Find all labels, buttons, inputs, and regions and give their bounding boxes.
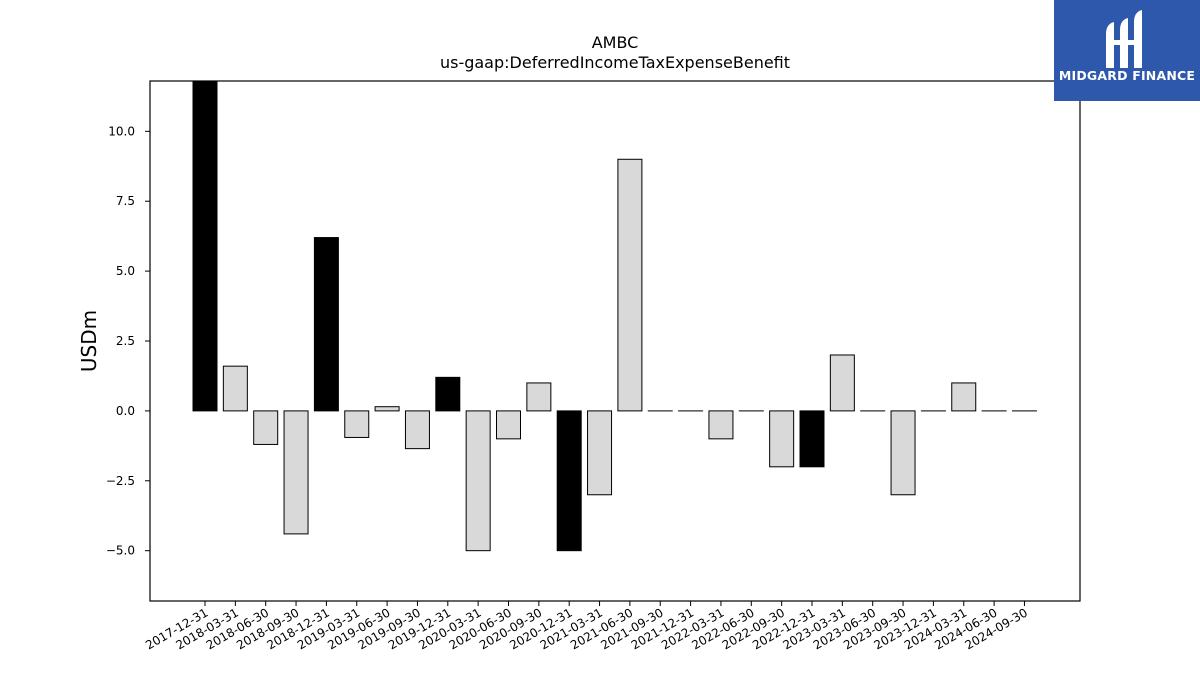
bar-2020-12-31 [556,410,582,552]
bar-2018-06-30 [253,410,279,445]
bar-2024-03-31 [951,382,977,412]
bar-2020-06-30 [496,410,521,440]
bar-2019-12-31 [435,376,461,412]
y-tick-label: 5.0 [116,264,135,278]
chart-subtitle: us-gaap:DeferredIncomeTaxExpenseBenefit [440,53,790,72]
bar-2018-12-31 [313,237,339,412]
bar-2018-03-31 [222,365,248,412]
y-tick-label: −2.5 [106,474,135,488]
bar-2023-03-31 [829,354,855,412]
bar-2020-03-31 [465,410,491,552]
plot-frame [149,80,1081,602]
bar-2022-03-31 [708,410,734,440]
y-tick-label: 0.0 [116,404,135,418]
bar-2022-12-31 [799,410,825,468]
bars-group [192,80,1037,552]
chart-title: AMBC [592,33,639,52]
bar-2019-06-30 [374,406,400,412]
bar-2023-09-30 [890,410,916,496]
bar-2020-09-30 [526,382,552,412]
bar-2022-09-30 [769,410,795,468]
bar-2021-03-31 [587,410,613,496]
logo-text: MIDGARD FINANCE [1058,68,1196,83]
y-tick-label: −5.0 [106,544,135,558]
y-axis-label: USDm [77,310,101,372]
bar-2018-09-30 [283,410,309,535]
bar-2019-03-31 [344,410,370,438]
logo-mark-icon [1106,10,1142,68]
y-tick-label: 7.5 [116,194,135,208]
y-tick-label: 2.5 [116,334,135,348]
bar-2019-09-30 [404,410,430,450]
y-tick-label: 10.0 [108,124,135,138]
bar-2021-06-30 [617,158,643,412]
logo: MIDGARD FINANCE [1054,0,1200,101]
bar-2017-12-31 [192,80,218,412]
